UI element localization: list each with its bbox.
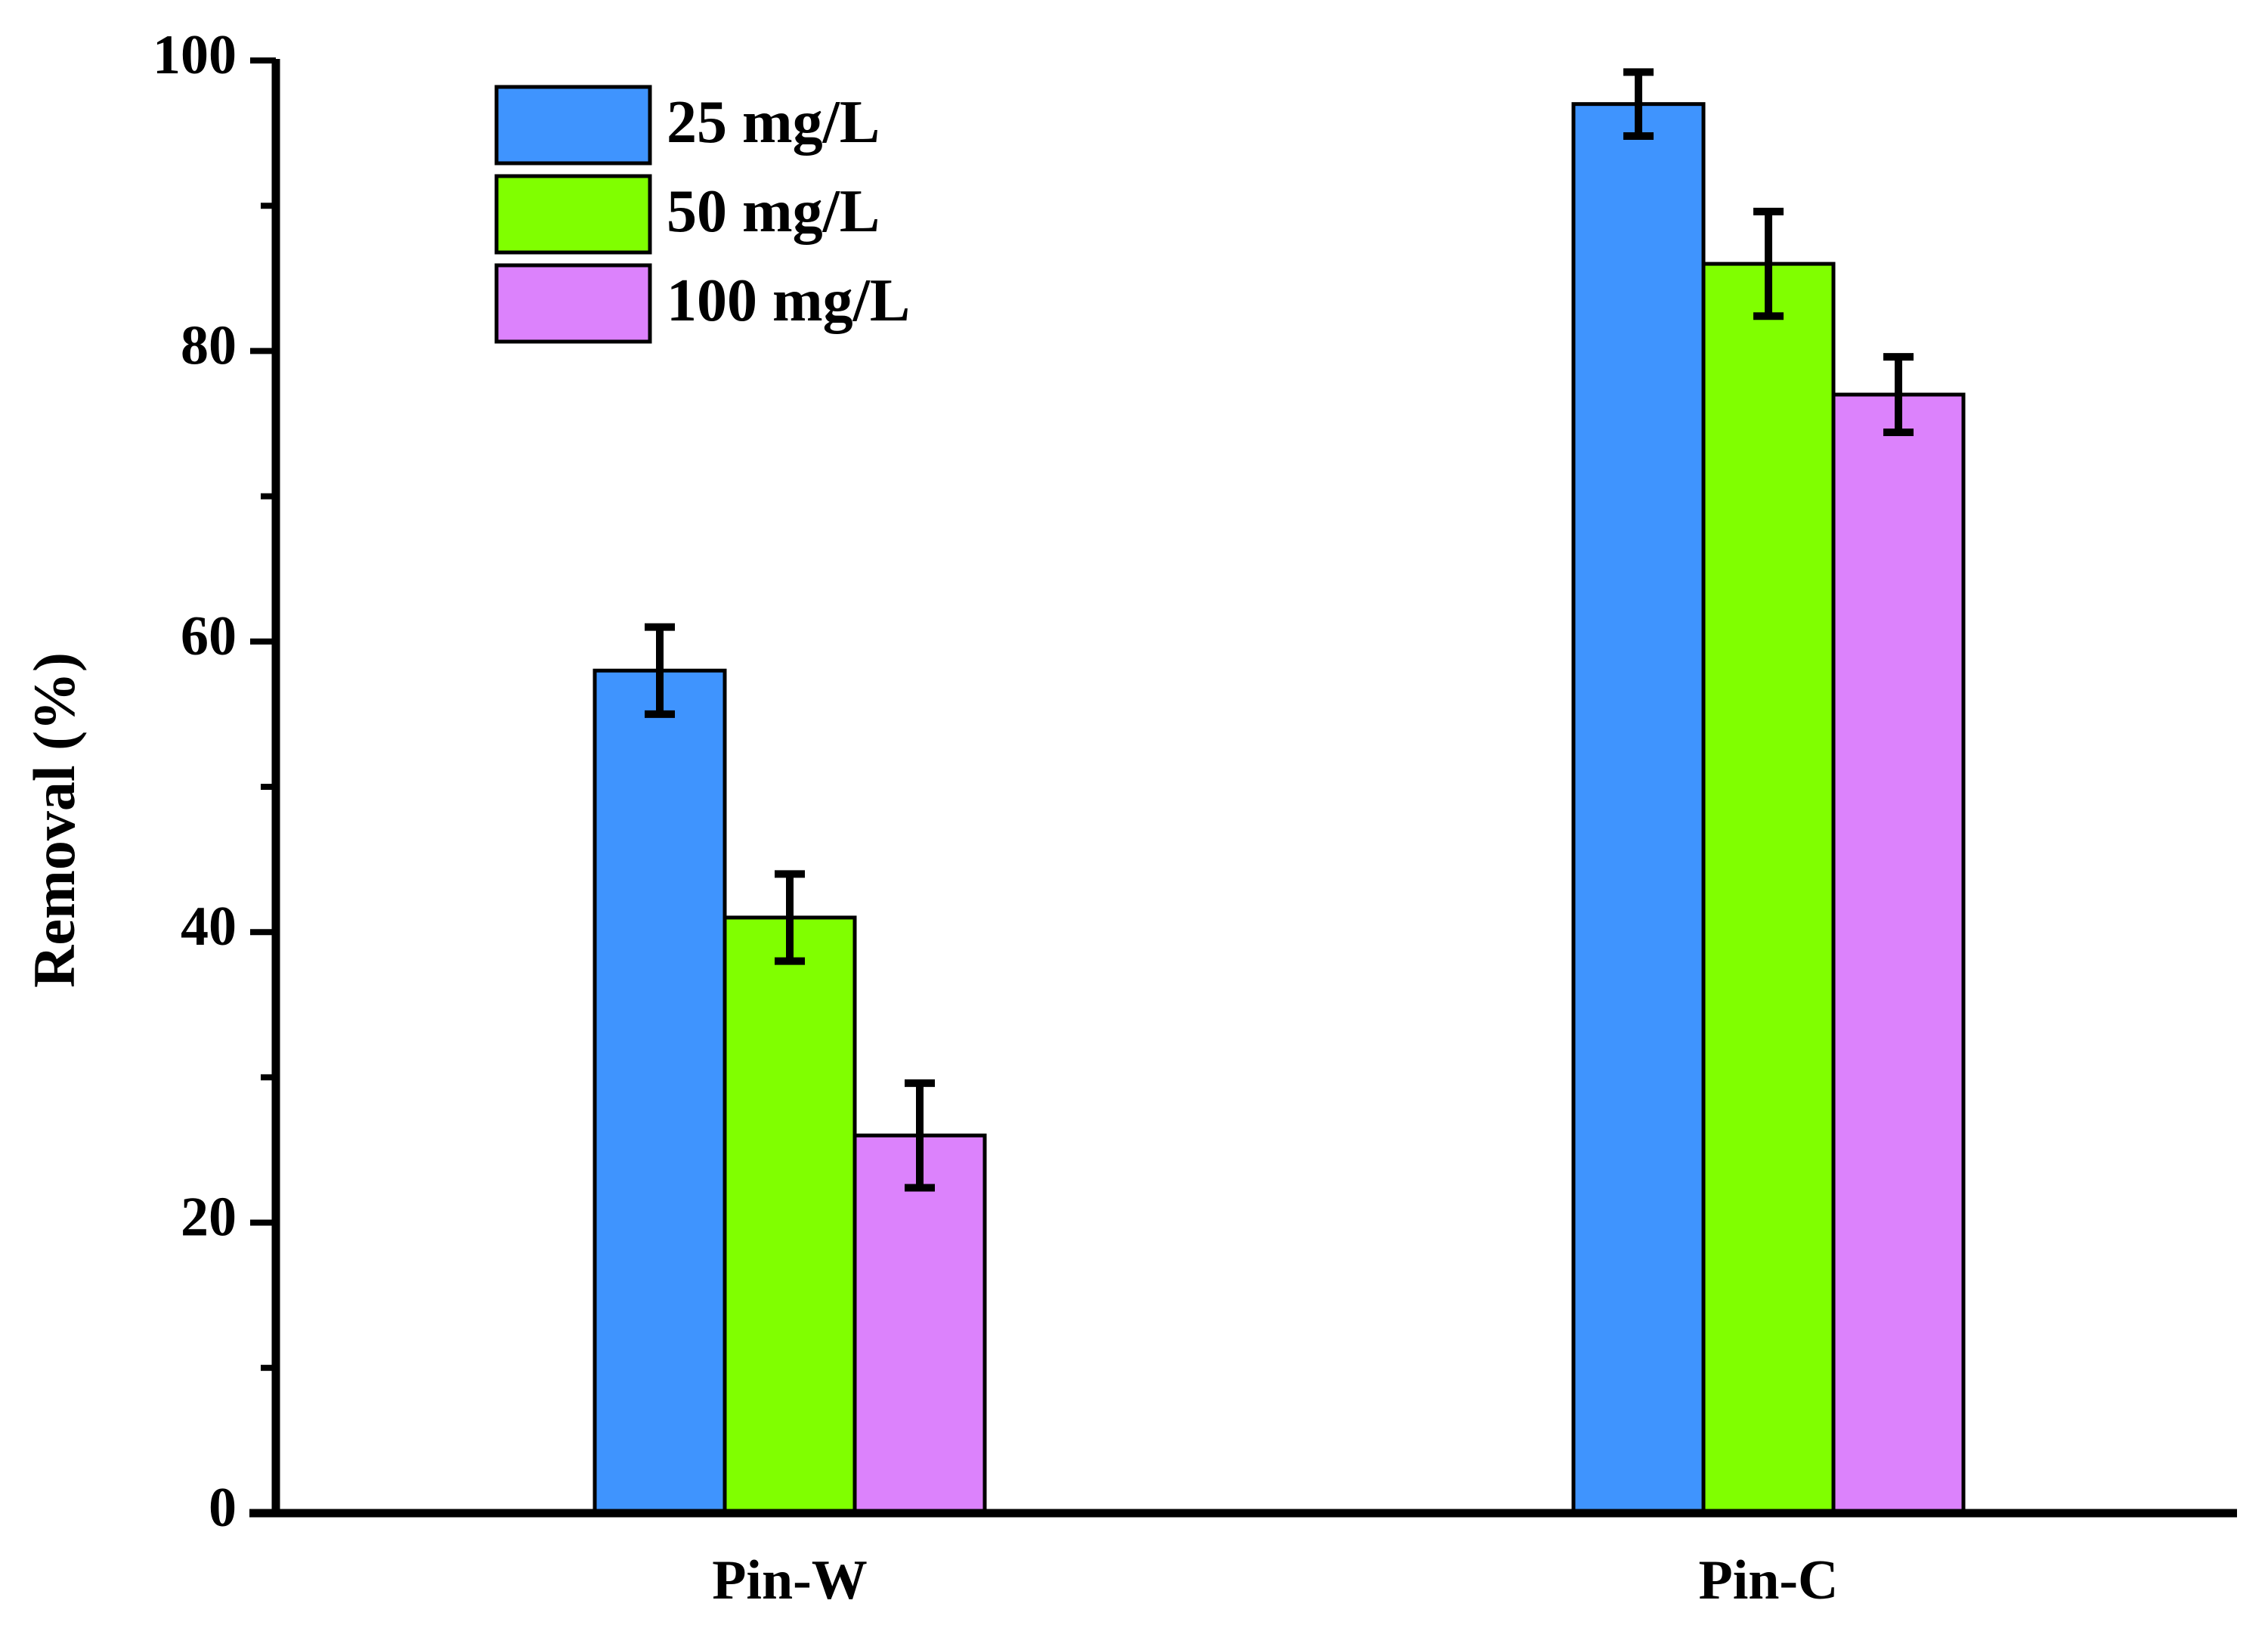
- error-bar-pin-w-series-1: [645, 623, 675, 718]
- x-tick-label-pin-w: Pin-W: [712, 1549, 868, 1611]
- error-bar-pin-w-series-3: [905, 1079, 935, 1192]
- legend-label: 25 mg/L: [667, 89, 880, 156]
- bar-pin-w-series-3: [852, 1133, 987, 1515]
- legend-item-series-2: 50 mg/L: [494, 174, 880, 255]
- bar-pin-c-series-3: [1831, 392, 1966, 1515]
- y-tick-label-80: 80: [181, 314, 237, 376]
- bar-pin-c-series-2: [1701, 262, 1836, 1515]
- error-bar-pin-w-series-2: [775, 870, 805, 965]
- legend-label: 100 mg/L: [667, 268, 910, 334]
- bar-pin-w-series-1: [593, 668, 727, 1515]
- y-tick-label-40: 40: [181, 896, 237, 958]
- y-tick-label-0: 0: [209, 1477, 237, 1539]
- bar-pin-w-series-2: [722, 915, 857, 1515]
- legend-swatch: [494, 263, 652, 344]
- y-tick-label-60: 60: [181, 605, 237, 667]
- legend-swatch: [494, 174, 652, 255]
- error-bar-pin-c-series-2: [1753, 207, 1784, 320]
- error-bar-pin-c-series-1: [1623, 68, 1654, 140]
- legend-label: 50 mg/L: [667, 178, 880, 245]
- x-tick-label-pin-c: Pin-C: [1699, 1549, 1839, 1611]
- y-tick-label-20: 20: [181, 1187, 237, 1249]
- ticks-layer: Pin-W Pin-C 0 20 40 60 80 100: [153, 24, 1839, 1611]
- error-bar-pin-c-series-3: [1883, 353, 1914, 437]
- errorbars-layer: [645, 68, 1914, 1192]
- legend: 25 mg/L 50 mg/L 100 mg/L: [494, 85, 910, 344]
- legend-item-series-3: 100 mg/L: [494, 263, 910, 344]
- legend-swatch: [494, 85, 652, 166]
- bar-pin-c-series-1: [1571, 102, 1706, 1515]
- y-tick-label-100: 100: [153, 24, 237, 86]
- bars-layer: [593, 102, 1966, 1515]
- legend-item-series-1: 25 mg/L: [494, 85, 880, 166]
- y-axis-title: Removal (%): [21, 652, 87, 988]
